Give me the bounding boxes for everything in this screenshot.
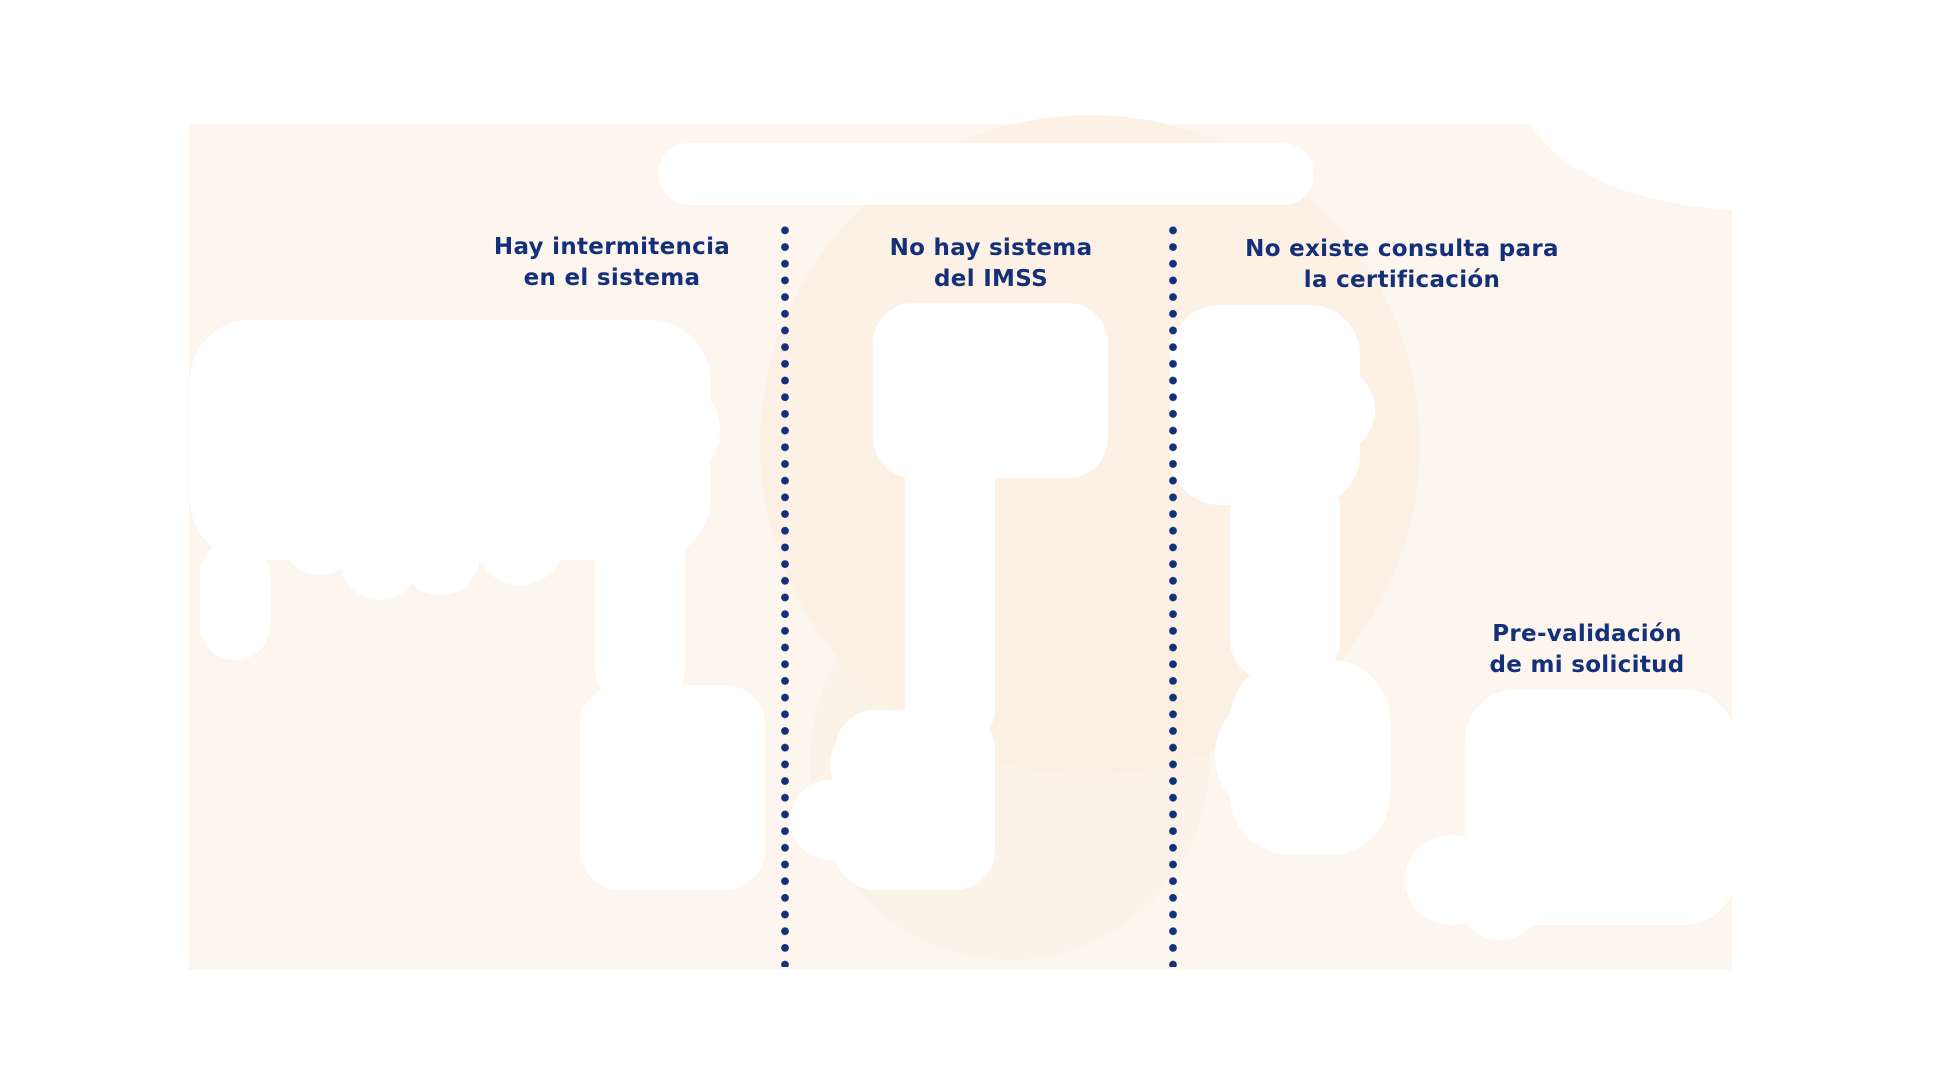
whiteout-shapes xyxy=(190,124,1735,940)
label-line: del IMSS xyxy=(934,266,1048,292)
label-pre-validation: Pre-validación de mi solicitud xyxy=(1489,619,1684,681)
label-line: Hay intermitencia xyxy=(493,234,731,260)
label-no-certification-query: No existe consulta para la certificación xyxy=(1245,234,1559,296)
dotted-divider-right xyxy=(1169,222,1177,967)
label-line: en el sistema xyxy=(523,265,701,291)
label-line: la certificación xyxy=(1303,267,1501,293)
label-line: Pre-validación xyxy=(1492,621,1682,647)
label-line: de mi solicitud xyxy=(1489,652,1685,678)
label-line: No hay sistema xyxy=(889,235,1093,261)
label-system-intermittency: Hay intermitencia en el sistema xyxy=(494,232,730,294)
dotted-divider-left xyxy=(781,222,789,967)
label-line: No existe consulta para xyxy=(1245,236,1559,262)
label-no-imss-system: No hay sistema del IMSS xyxy=(890,233,1093,295)
